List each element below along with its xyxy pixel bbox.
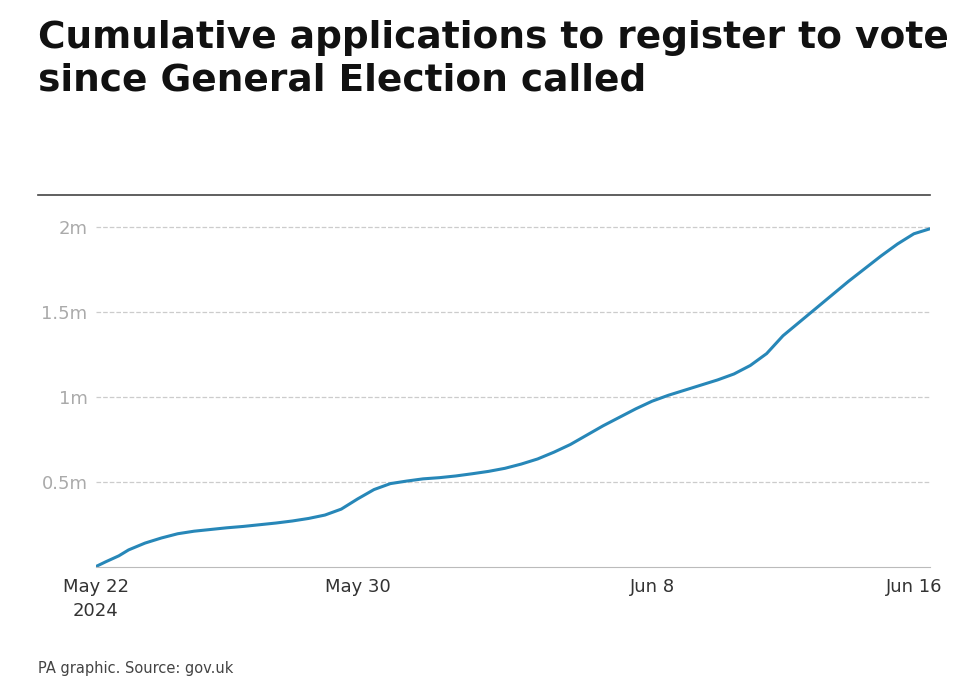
Text: PA graphic. Source: gov.uk: PA graphic. Source: gov.uk [38, 661, 234, 676]
Text: Cumulative applications to register to vote
since General Election called: Cumulative applications to register to v… [38, 20, 949, 98]
